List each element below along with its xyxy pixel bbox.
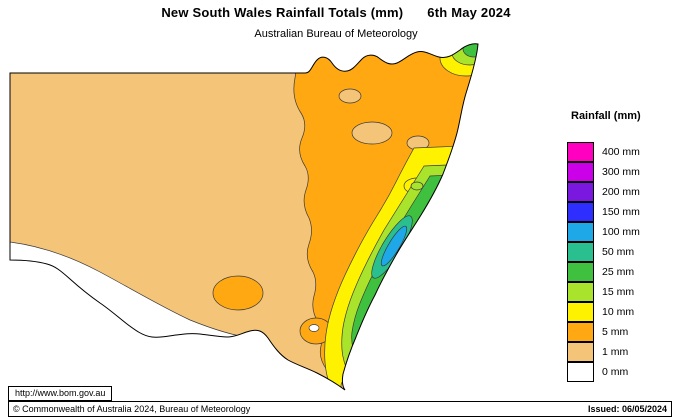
legend-row: 50 mm <box>567 241 679 262</box>
legend-label: 50 mm <box>602 246 635 258</box>
issued-text: Issued: 06/05/2024 <box>587 404 667 414</box>
legend-label: 25 mm <box>602 266 635 278</box>
legend-swatch <box>567 321 594 342</box>
footer-bar: © Commonwealth of Australia 2024, Bureau… <box>8 401 672 417</box>
legend-row: 150 mm <box>567 201 679 222</box>
region-5mm-blob-3 <box>274 370 302 390</box>
legend-row: 10 mm <box>567 301 679 322</box>
region-1mm-south-tip <box>340 377 360 390</box>
copyright-text: © Commonwealth of Australia 2024, Bureau… <box>13 404 251 414</box>
legend-label: 15 mm <box>602 286 635 298</box>
legend-swatch <box>567 241 594 262</box>
legend-title: Rainfall (mm) <box>571 110 641 122</box>
legend-row: 300 mm <box>567 161 679 182</box>
nsw-rainfall-map <box>9 43 479 391</box>
legend-list: 400 mm 300 mm 200 mm 150 mm 100 mm 50 mm… <box>567 141 679 382</box>
legend-row: 5 mm <box>567 321 679 342</box>
legend-row: 25 mm <box>567 261 679 282</box>
legend-label: 200 mm <box>602 186 640 198</box>
page-title: New South Wales Rainfall Totals (mm) <box>161 5 404 20</box>
page-title-line: New South Wales Rainfall Totals (mm) 6th … <box>0 5 672 20</box>
legend: Rainfall (mm) 400 mm 300 mm 200 mm 150 m… <box>567 110 679 382</box>
region-0mm-dot <box>308 324 320 332</box>
legend-swatch <box>567 141 594 162</box>
legend-label: 10 mm <box>602 306 635 318</box>
legend-label: 300 mm <box>602 166 640 178</box>
region-1mm-base <box>10 43 478 390</box>
region-15mm-blob-core <box>410 181 424 191</box>
legend-swatch <box>567 301 594 322</box>
legend-label: 400 mm <box>602 146 640 158</box>
legend-swatch <box>567 261 594 282</box>
legend-row: 15 mm <box>567 281 679 302</box>
region-1mm-hole-2 <box>338 88 362 104</box>
legend-row: 200 mm <box>567 181 679 202</box>
legend-label: 0 mm <box>602 366 629 378</box>
legend-swatch <box>567 341 594 362</box>
legend-swatch <box>567 281 594 302</box>
legend-label: 150 mm <box>602 206 640 218</box>
region-100mm-coastal <box>380 225 408 267</box>
legend-row: 100 mm <box>567 221 679 242</box>
bom-url: http://www.bom.gov.au <box>15 388 106 398</box>
legend-swatch <box>567 201 594 222</box>
region-1mm-hole-1 <box>351 121 393 145</box>
region-5mm-blob-1 <box>212 275 264 311</box>
legend-swatch <box>567 221 594 242</box>
legend-label: 5 mm <box>602 326 629 338</box>
legend-row: 400 mm <box>567 141 679 162</box>
legend-label: 100 mm <box>602 226 640 238</box>
url-box: http://www.bom.gov.au <box>8 386 113 401</box>
legend-row: 0 mm <box>567 361 679 382</box>
legend-row: 1 mm <box>567 341 679 362</box>
header: New South Wales Rainfall Totals (mm) 6th … <box>0 5 672 40</box>
page-title-date: 6th May 2024 <box>427 5 511 20</box>
legend-swatch <box>567 181 594 202</box>
legend-swatch <box>567 361 594 382</box>
legend-swatch <box>567 161 594 182</box>
nsw-state-outline <box>9 43 479 391</box>
legend-label: 1 mm <box>602 346 629 358</box>
page-subtitle: Australian Bureau of Meteorology <box>254 28 418 40</box>
